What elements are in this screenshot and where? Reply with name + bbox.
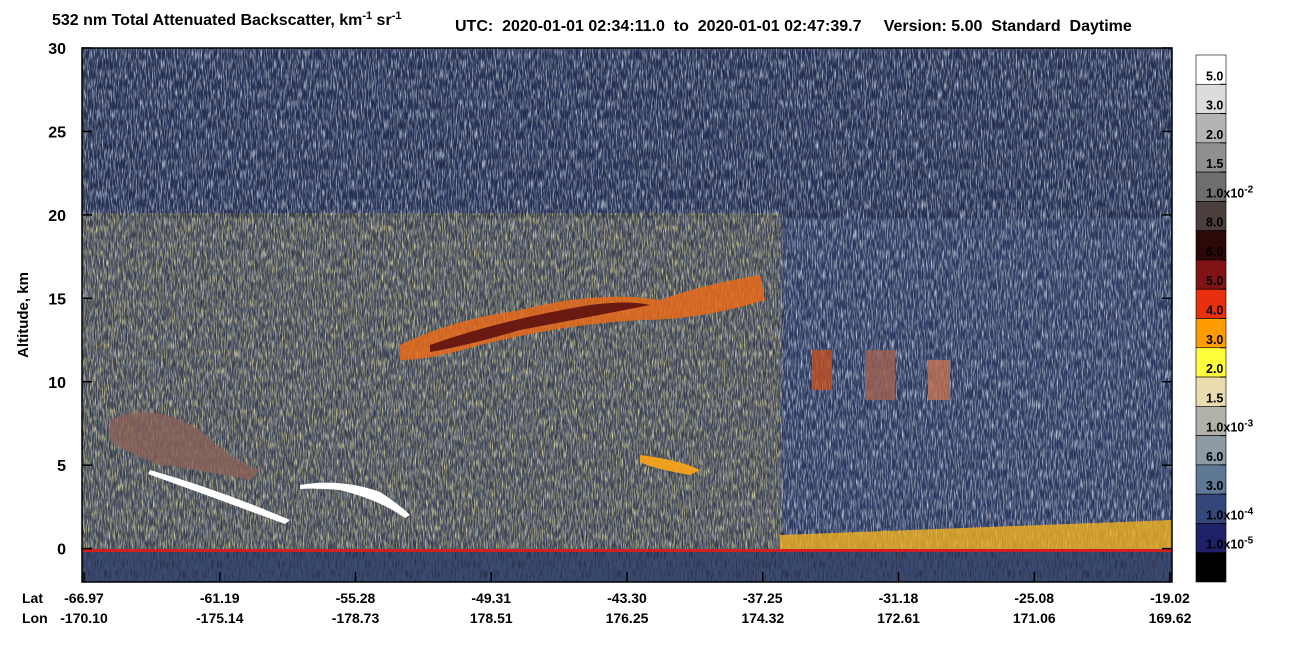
x-tick-label: -31.18 bbox=[879, 590, 919, 606]
x-tick-label: 171.06 bbox=[1013, 610, 1056, 626]
backscatter-image bbox=[82, 48, 1172, 582]
colorbar-label: 1.0x10-4 bbox=[1206, 506, 1254, 522]
colorbar-box bbox=[1195, 523, 1227, 554]
colorbar-label-text: 3.0 bbox=[1206, 99, 1223, 113]
title-sup: -1 bbox=[392, 10, 402, 22]
colorbar-label-text: 5.0 bbox=[1206, 69, 1223, 83]
title-sup: -1 bbox=[362, 10, 372, 22]
colorbar-label-exp: -4 bbox=[1244, 506, 1253, 517]
colorbar-label-text: 6.0 bbox=[1206, 245, 1223, 259]
x-tick-label: 172.61 bbox=[877, 610, 920, 626]
y-tick-label: 25 bbox=[48, 124, 66, 141]
title-text: sr bbox=[372, 12, 392, 29]
x-tick-label: -55.28 bbox=[336, 590, 376, 606]
y-tick-label: 0 bbox=[57, 542, 66, 559]
colorbar-label: 6.0 bbox=[1206, 245, 1223, 259]
colorbar-box bbox=[1195, 142, 1227, 173]
x-tick-label: -170.10 bbox=[60, 610, 108, 626]
x-tick-label: -25.08 bbox=[1014, 590, 1054, 606]
x-row-name: Lat bbox=[22, 590, 43, 606]
colorbar-label: 1.0x10-3 bbox=[1206, 419, 1254, 435]
colorbar-label: 1.5 bbox=[1206, 391, 1223, 405]
colorbar-box bbox=[1195, 318, 1227, 349]
colorbar-label-text: 1.5 bbox=[1206, 391, 1223, 405]
colorbar-label: 2.0 bbox=[1206, 362, 1223, 376]
colorbar-label-text: 5.0 bbox=[1206, 274, 1223, 288]
y-tick-label: 10 bbox=[48, 375, 66, 392]
colorbar-label: 1.0x10-5 bbox=[1206, 536, 1254, 552]
colorbar-label: 5.0 bbox=[1206, 69, 1223, 83]
colorbar-box bbox=[1195, 376, 1227, 407]
colorbar-label: 5.0 bbox=[1206, 274, 1223, 288]
x-tick-label: 176.25 bbox=[606, 610, 649, 626]
colorbar-label-text: 1.0x10 bbox=[1206, 508, 1244, 522]
colorbar-label-text: 1.5 bbox=[1206, 157, 1223, 171]
colorbar-label: 3.0 bbox=[1206, 333, 1223, 347]
colorbar-label: 4.0 bbox=[1206, 304, 1223, 318]
x-tick-label: -19.02 bbox=[1150, 590, 1190, 606]
colorbar-label-exp: -3 bbox=[1244, 419, 1253, 430]
colorbar-label-exp: -5 bbox=[1244, 536, 1253, 547]
colorbar-box bbox=[1195, 464, 1227, 495]
x-tick-label: 169.62 bbox=[1149, 610, 1192, 626]
colorbar-label-text: 3.0 bbox=[1206, 333, 1223, 347]
x-tick-label: -66.97 bbox=[64, 590, 104, 606]
x-row-name: Lon bbox=[22, 610, 48, 626]
x-tick-label: -175.14 bbox=[196, 610, 244, 626]
colorbar-label-text: 3.0 bbox=[1206, 479, 1223, 493]
colorbar-label-text: 1.0x10 bbox=[1206, 421, 1244, 435]
colorbar-box bbox=[1195, 230, 1227, 261]
colorbar-box bbox=[1195, 435, 1227, 466]
x-tick-label: -61.19 bbox=[200, 590, 240, 606]
colorbar-label-exp: -2 bbox=[1244, 184, 1253, 195]
title-text: 532 nm Total Attenuated Backscatter, km bbox=[52, 12, 362, 29]
colorbar-box bbox=[1195, 171, 1227, 202]
y-axis-label: Altitude, km bbox=[15, 272, 32, 358]
colorbar-box bbox=[1195, 201, 1227, 231]
colorbar-label-text: 1.0x10 bbox=[1206, 538, 1244, 552]
colorbar-label-text: 6.0 bbox=[1206, 450, 1223, 464]
colorbar-label: 3.0 bbox=[1206, 99, 1223, 113]
colorbar-box bbox=[1195, 347, 1227, 378]
x-tick-label: -43.30 bbox=[607, 590, 647, 606]
y-tick-label: 20 bbox=[48, 208, 66, 225]
colorbar-box bbox=[1195, 259, 1227, 290]
y-tick-label: 15 bbox=[48, 291, 66, 308]
x-tick-label: 174.32 bbox=[741, 610, 784, 626]
x-tick-label: -178.73 bbox=[332, 610, 380, 626]
colorbar-box bbox=[1195, 113, 1227, 144]
colorbar-label: 3.0 bbox=[1206, 479, 1223, 493]
colorbar-box bbox=[1195, 552, 1227, 583]
colorbar-label-text: 2.0 bbox=[1206, 362, 1223, 376]
colorbar-label-text: 2.0 bbox=[1206, 128, 1223, 142]
colorbar-label: 6.0 bbox=[1206, 450, 1223, 464]
colorbar-label: 8.0 bbox=[1206, 216, 1223, 230]
colorbar-label: 1.0x10-2 bbox=[1206, 184, 1254, 200]
colorbar-box bbox=[1195, 406, 1227, 436]
chart-title: 532 nm Total Attenuated Backscatter, km-… bbox=[52, 10, 401, 29]
colorbar-label: 1.5 bbox=[1206, 157, 1223, 171]
x-tick-label: 178.51 bbox=[470, 610, 513, 626]
colorbar-box bbox=[1195, 493, 1227, 524]
y-tick-label: 5 bbox=[57, 458, 66, 475]
x-tick-label: -37.25 bbox=[743, 590, 783, 606]
colorbar-label-text: 8.0 bbox=[1206, 216, 1223, 230]
x-tick-label: -49.31 bbox=[471, 590, 511, 606]
colorbar-box bbox=[1195, 83, 1227, 114]
colorbar-box bbox=[1195, 54, 1227, 85]
y-tick-label: 30 bbox=[48, 41, 66, 58]
colorbar-label-text: 1.0x10 bbox=[1206, 186, 1244, 200]
chart-subtitle: UTC: 2020-01-01 02:34:11.0 to 2020-01-01… bbox=[455, 18, 1132, 35]
colorbar-label-text: 4.0 bbox=[1206, 304, 1223, 318]
colorbar-label: 2.0 bbox=[1206, 128, 1223, 142]
